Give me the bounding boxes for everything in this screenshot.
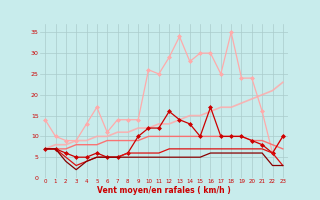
X-axis label: Vent moyen/en rafales ( km/h ): Vent moyen/en rafales ( km/h ) (97, 186, 231, 195)
